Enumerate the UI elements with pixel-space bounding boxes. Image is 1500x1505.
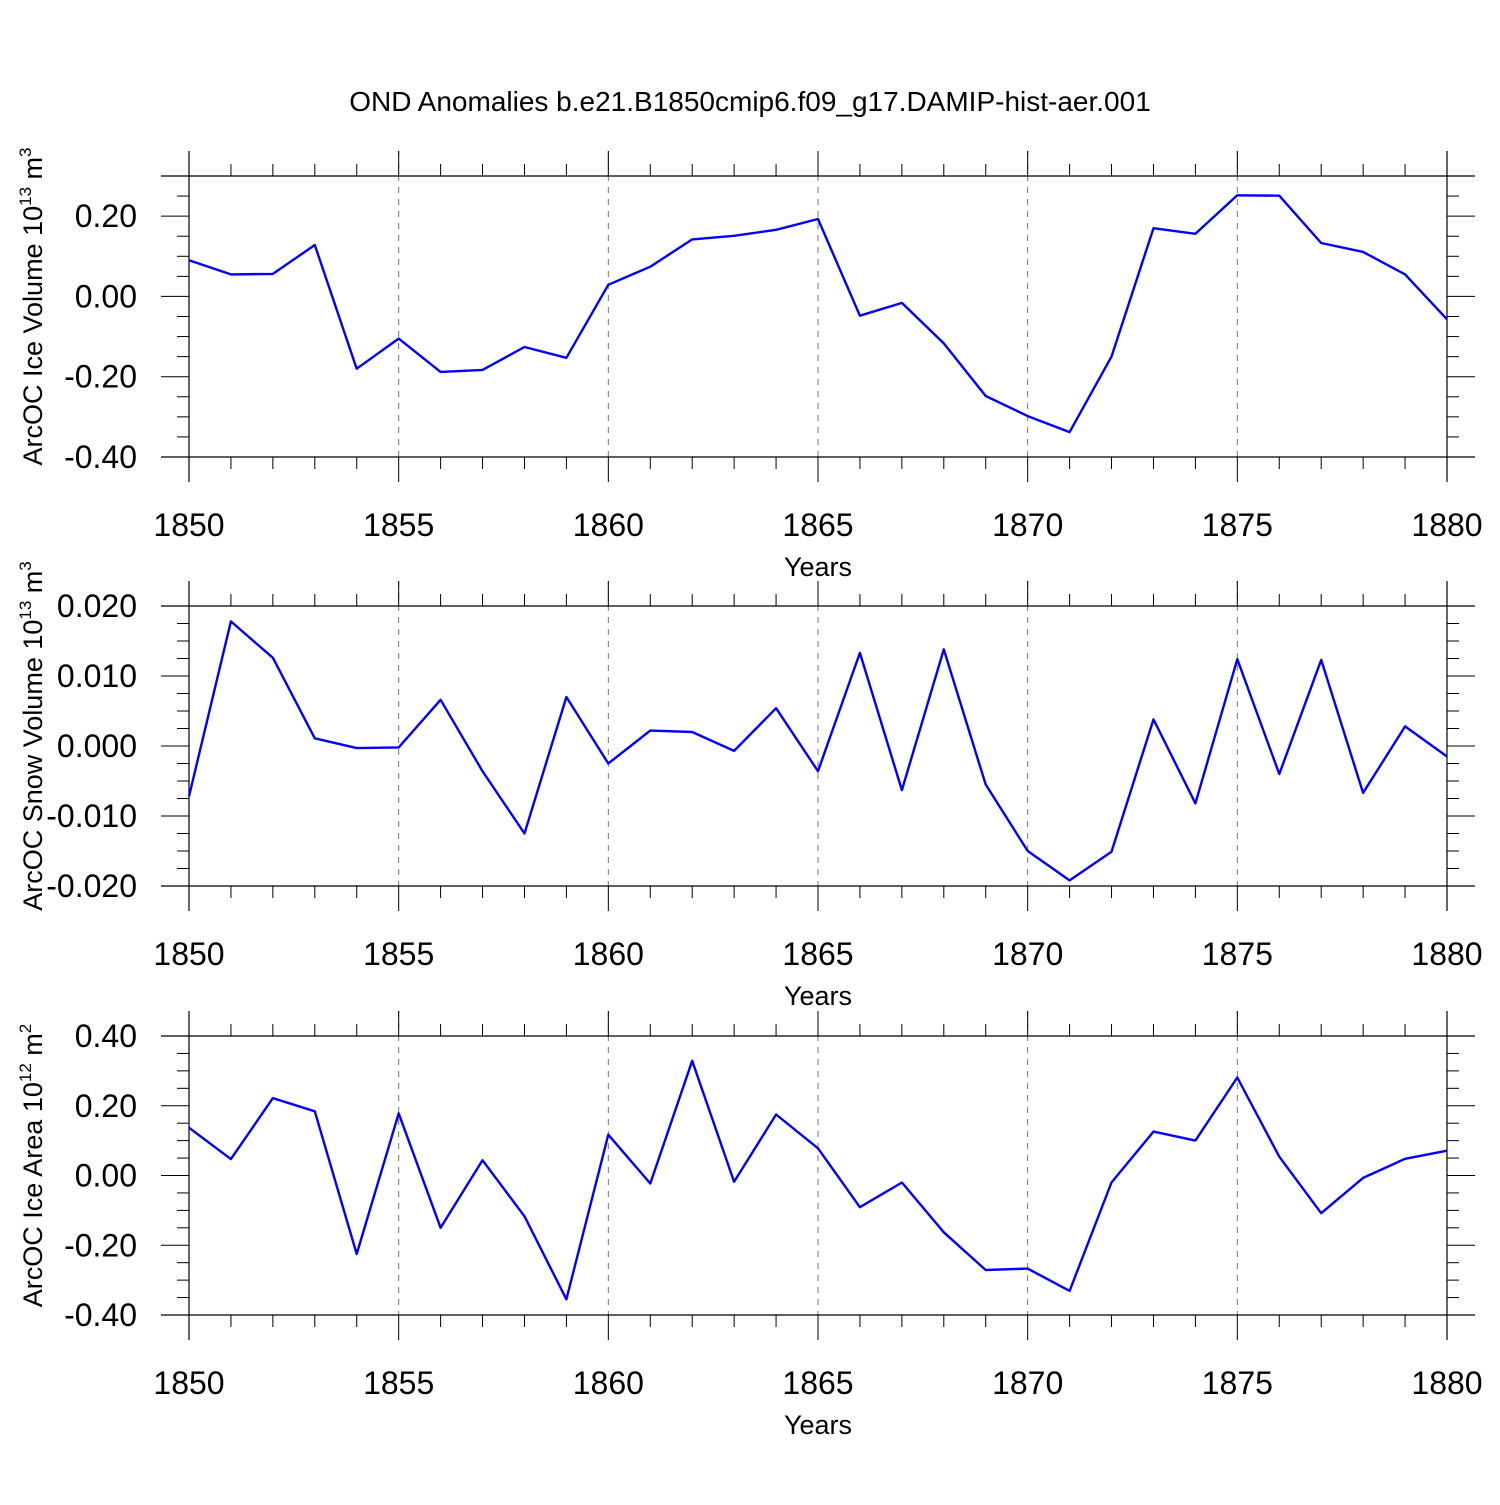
- series-line: [188, 194, 1448, 434]
- x-tick-label: 1860: [573, 1365, 644, 1401]
- x-tick-label: 1865: [782, 936, 853, 972]
- x-axis-title: Years: [784, 981, 852, 1011]
- series-line: [188, 1059, 1448, 1301]
- x-tick-label: 1875: [1202, 1365, 1273, 1401]
- panel-2: 1850 1855 1860 1865 1870 1875 1880 -0.020 -0.010…: [16, 561, 1483, 1011]
- y-tick-label: 0.20: [75, 1088, 137, 1124]
- panel-3: 1850 1855 1860 1865 1870 1875 1880 -0.40 -0.20 0.…: [16, 1011, 1483, 1440]
- y-tick-label: -0.020: [46, 868, 137, 904]
- series-line: [187, 620, 1448, 882]
- x-tick-label: 1855: [363, 936, 434, 972]
- y-tick-label: -0.40: [64, 439, 137, 475]
- x-tick-label: 1875: [1202, 936, 1273, 972]
- x-axis-title: Years: [784, 552, 852, 582]
- y-axis-title: ArcOC Snow Volume 1013 m3: [16, 561, 48, 911]
- y-axis-title: ArcOC Ice Area 1012 m2: [16, 1024, 48, 1308]
- x-tick-label: 1850: [153, 507, 224, 543]
- y-tick-label: 0.010: [57, 658, 137, 694]
- y-tick-label: -0.010: [46, 798, 137, 834]
- y-tick-label: 0.40: [75, 1018, 137, 1054]
- x-tick-label: 1855: [363, 507, 434, 543]
- x-tick-label: 1875: [1202, 507, 1273, 543]
- y-tick-label: 0.20: [75, 198, 137, 234]
- x-tick-label: 1870: [992, 1365, 1063, 1401]
- y-tick-label: -0.40: [64, 1297, 137, 1333]
- y-axis-title: ArcOC Ice Volume 1013 m3: [16, 147, 48, 465]
- x-tick-label: 1870: [992, 936, 1063, 972]
- x-tick-label: 1865: [782, 1365, 853, 1401]
- x-tick-label: 1850: [153, 936, 224, 972]
- panel-1: 1850 1855 1860 1865 1870 1875 1880 -0.40 -0.20 0.…: [16, 147, 1483, 582]
- x-tick-label: 1860: [573, 507, 644, 543]
- y-tick-label: -0.20: [64, 359, 137, 395]
- x-axis-title: Years: [784, 1410, 852, 1440]
- x-tick-label: 1860: [573, 936, 644, 972]
- chart-title: OND Anomalies b.e21.B1850cmip6.f09_g17.D…: [349, 86, 1151, 117]
- y-tick-label: 0.020: [57, 588, 137, 624]
- x-tick-label: 1855: [363, 1365, 434, 1401]
- x-tick-label: 1870: [992, 507, 1063, 543]
- y-tick-label: -0.20: [64, 1227, 137, 1263]
- y-tick-label: 0.00: [75, 278, 137, 314]
- x-tick-label: 1865: [782, 507, 853, 543]
- y-tick-label: 0.000: [57, 728, 137, 764]
- x-tick-label: 1880: [1411, 936, 1482, 972]
- x-tick-label: 1880: [1411, 507, 1482, 543]
- x-tick-label: 1850: [153, 1365, 224, 1401]
- y-tick-label: 0.00: [75, 1158, 137, 1194]
- x-tick-label: 1880: [1411, 1365, 1482, 1401]
